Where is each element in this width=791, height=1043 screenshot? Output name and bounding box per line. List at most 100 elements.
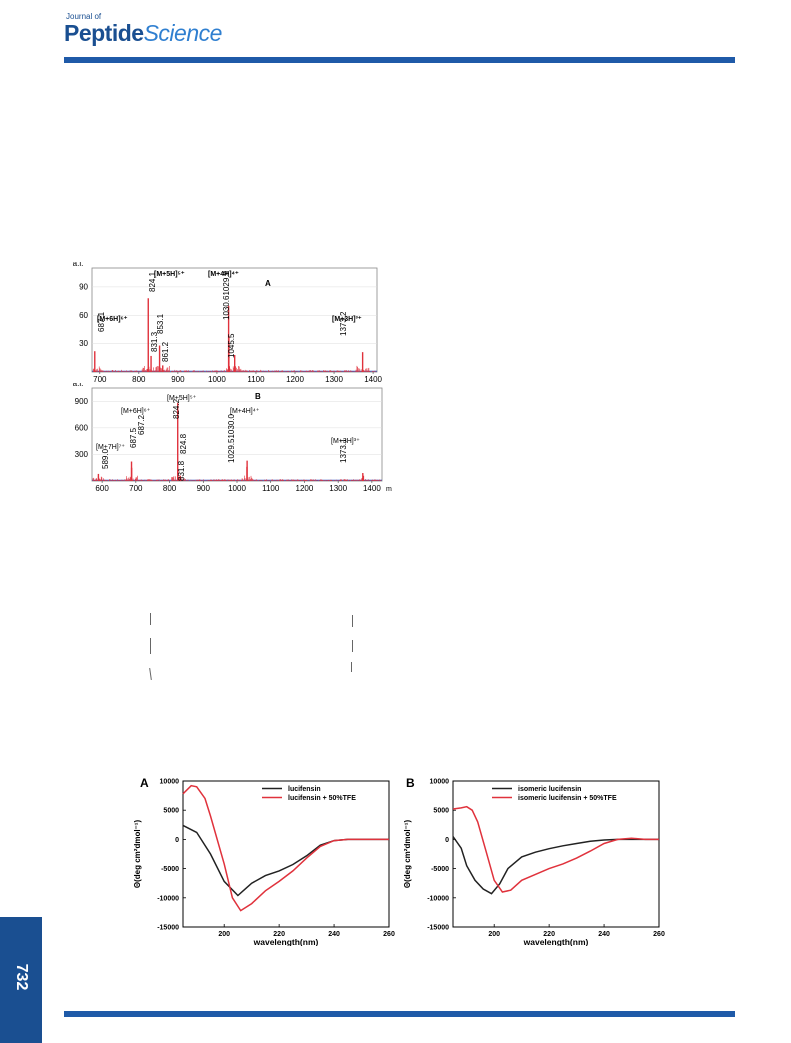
- y-tick-label: 60: [79, 311, 88, 320]
- y-tick-label: -5000: [431, 866, 449, 873]
- table-mark: [150, 613, 151, 625]
- y-tick-label: 10000: [160, 779, 180, 786]
- y-tick-label: 600: [75, 423, 89, 432]
- y-axis-label: Θ(deg cm²dmol⁻¹): [403, 820, 412, 889]
- x-tick-label: 1000: [228, 484, 246, 493]
- series-line: [452, 805, 659, 893]
- table-mark: [150, 638, 151, 654]
- x-tick-label: 200: [218, 931, 230, 938]
- y-tick-label: 30: [79, 339, 88, 348]
- x-tick-label: 220: [543, 931, 555, 938]
- table-mark: [352, 640, 353, 652]
- x-tick-label: 1400: [364, 375, 382, 384]
- y-axis-label: a.i.: [73, 262, 84, 268]
- x-axis-label: wavelength(nm): [253, 937, 319, 946]
- x-tick-label: 1100: [262, 484, 280, 493]
- ion-label: [M+6H]⁶⁺: [121, 408, 151, 415]
- x-tick-label: 1200: [296, 484, 314, 493]
- peak-label: 1045.5: [227, 333, 236, 358]
- panel-label: B: [255, 392, 261, 401]
- x-tick-label: 1400: [363, 484, 381, 493]
- y-tick-label: -10000: [157, 895, 179, 902]
- y-axis-label: Θ(deg cm²dmol⁻¹): [133, 820, 142, 889]
- x-tick-label: 200: [488, 931, 500, 938]
- logo-part: Science: [143, 20, 223, 46]
- y-tick-label: 5000: [433, 808, 449, 815]
- x-tick-label: 240: [598, 931, 610, 938]
- plot-frame: [452, 780, 660, 928]
- peak-label: 687.5: [129, 427, 138, 448]
- y-tick-label: -15000: [157, 925, 179, 932]
- x-axis-label: m/z: [386, 486, 392, 493]
- y-tick-label: 300: [75, 450, 89, 459]
- y-tick-label: -15000: [427, 925, 449, 932]
- y-tick-label: 0: [175, 837, 179, 844]
- peak-label: 824.8: [179, 433, 188, 454]
- x-tick-label: 900: [197, 484, 211, 493]
- table-mark: [352, 615, 353, 627]
- ion-label: [M+4H]⁴⁺: [208, 271, 239, 278]
- x-tick-label: 900: [171, 375, 185, 384]
- spectrum-noise: [92, 475, 382, 481]
- x-tick-label: 1300: [325, 375, 343, 384]
- x-tick-label: 1000: [208, 375, 226, 384]
- mass-spectrum-a: 30 60 90 700 800 900 1000 1100 1200 1300 1400 a.i. 6…: [73, 262, 382, 384]
- series-line: [182, 824, 389, 897]
- x-tick-label: 260: [383, 931, 395, 938]
- y-tick-label: 0: [445, 837, 449, 844]
- logo-part: Pept: [64, 20, 112, 46]
- peak-label: 687.2: [137, 414, 146, 435]
- x-tick-label: 700: [93, 375, 107, 384]
- peak-label: 589.0: [101, 448, 110, 469]
- y-tick-label: 10000: [430, 779, 450, 786]
- ion-label: [M+7H]⁷⁺: [96, 444, 125, 451]
- ion-label: [M+4H]⁴⁺: [230, 408, 260, 415]
- page-number-tab: 732: [0, 917, 42, 1043]
- peak-label: 853.1: [156, 313, 165, 334]
- ion-label: [M+5H]⁵⁺: [154, 271, 185, 278]
- logo-part: de: [117, 20, 144, 46]
- logo-part: i: [111, 20, 118, 46]
- ion-label: [M+6H]⁶⁺: [97, 316, 128, 323]
- peak-label: 831.8: [177, 460, 186, 481]
- peak-label: 861.2: [161, 341, 170, 362]
- legend-label: lucifensin: [288, 786, 321, 793]
- y-axis-label: a.i.: [73, 383, 84, 388]
- table-mark: [149, 667, 152, 681]
- mass-spectrum-b: 300 600 900 600 700 800 900 1000 1100 1200 1300 140…: [73, 383, 392, 493]
- spectrum-noise: [92, 365, 377, 372]
- footer-rule: [64, 1011, 735, 1017]
- peak-label: 831.3: [150, 331, 159, 352]
- ion-label: [M+3H]³⁺: [332, 316, 362, 323]
- x-tick-label: 1100: [247, 375, 265, 384]
- peak-label: 1373.1: [339, 438, 348, 463]
- plot-frame: [91, 387, 383, 482]
- peak-label: 824.1: [148, 271, 157, 292]
- y-tick-label: 900: [75, 397, 89, 406]
- cd-spectrum-a: 10000 5000 0 -5000 -10000 -15000 200 220 240 260 w…: [133, 776, 395, 946]
- table-mark: [351, 662, 352, 672]
- legend-label: lucifensin + 50%TFE: [288, 795, 356, 802]
- y-tick-label: 90: [79, 282, 88, 291]
- x-tick-label: 800: [132, 375, 146, 384]
- peak-label: 1030.61029.9: [222, 271, 231, 320]
- y-tick-label: -5000: [161, 866, 179, 873]
- x-tick-label: 600: [95, 484, 109, 493]
- x-tick-label: 700: [129, 484, 143, 493]
- cd-spectrum-b: 10000 5000 0 -5000 -10000 -15000 200 220 240 260 w…: [403, 776, 665, 946]
- x-tick-label: 1200: [286, 375, 304, 384]
- panel-label: A: [265, 279, 271, 288]
- x-tick-label: 1300: [329, 484, 347, 493]
- y-tick-label: -10000: [427, 895, 449, 902]
- page-number: 732: [13, 963, 30, 991]
- ion-label: [M+3H]³⁺: [331, 438, 360, 445]
- header-rule: [64, 57, 735, 63]
- series-line: [182, 784, 389, 912]
- legend-label: isomeric lucifensin: [518, 786, 581, 793]
- panel-label: A: [140, 776, 149, 790]
- y-tick-label: 5000: [163, 808, 179, 815]
- plot-frame: [182, 780, 390, 928]
- panel-label: B: [406, 776, 415, 790]
- x-tick-label: 240: [328, 931, 340, 938]
- peak-label: 687.1: [97, 311, 106, 332]
